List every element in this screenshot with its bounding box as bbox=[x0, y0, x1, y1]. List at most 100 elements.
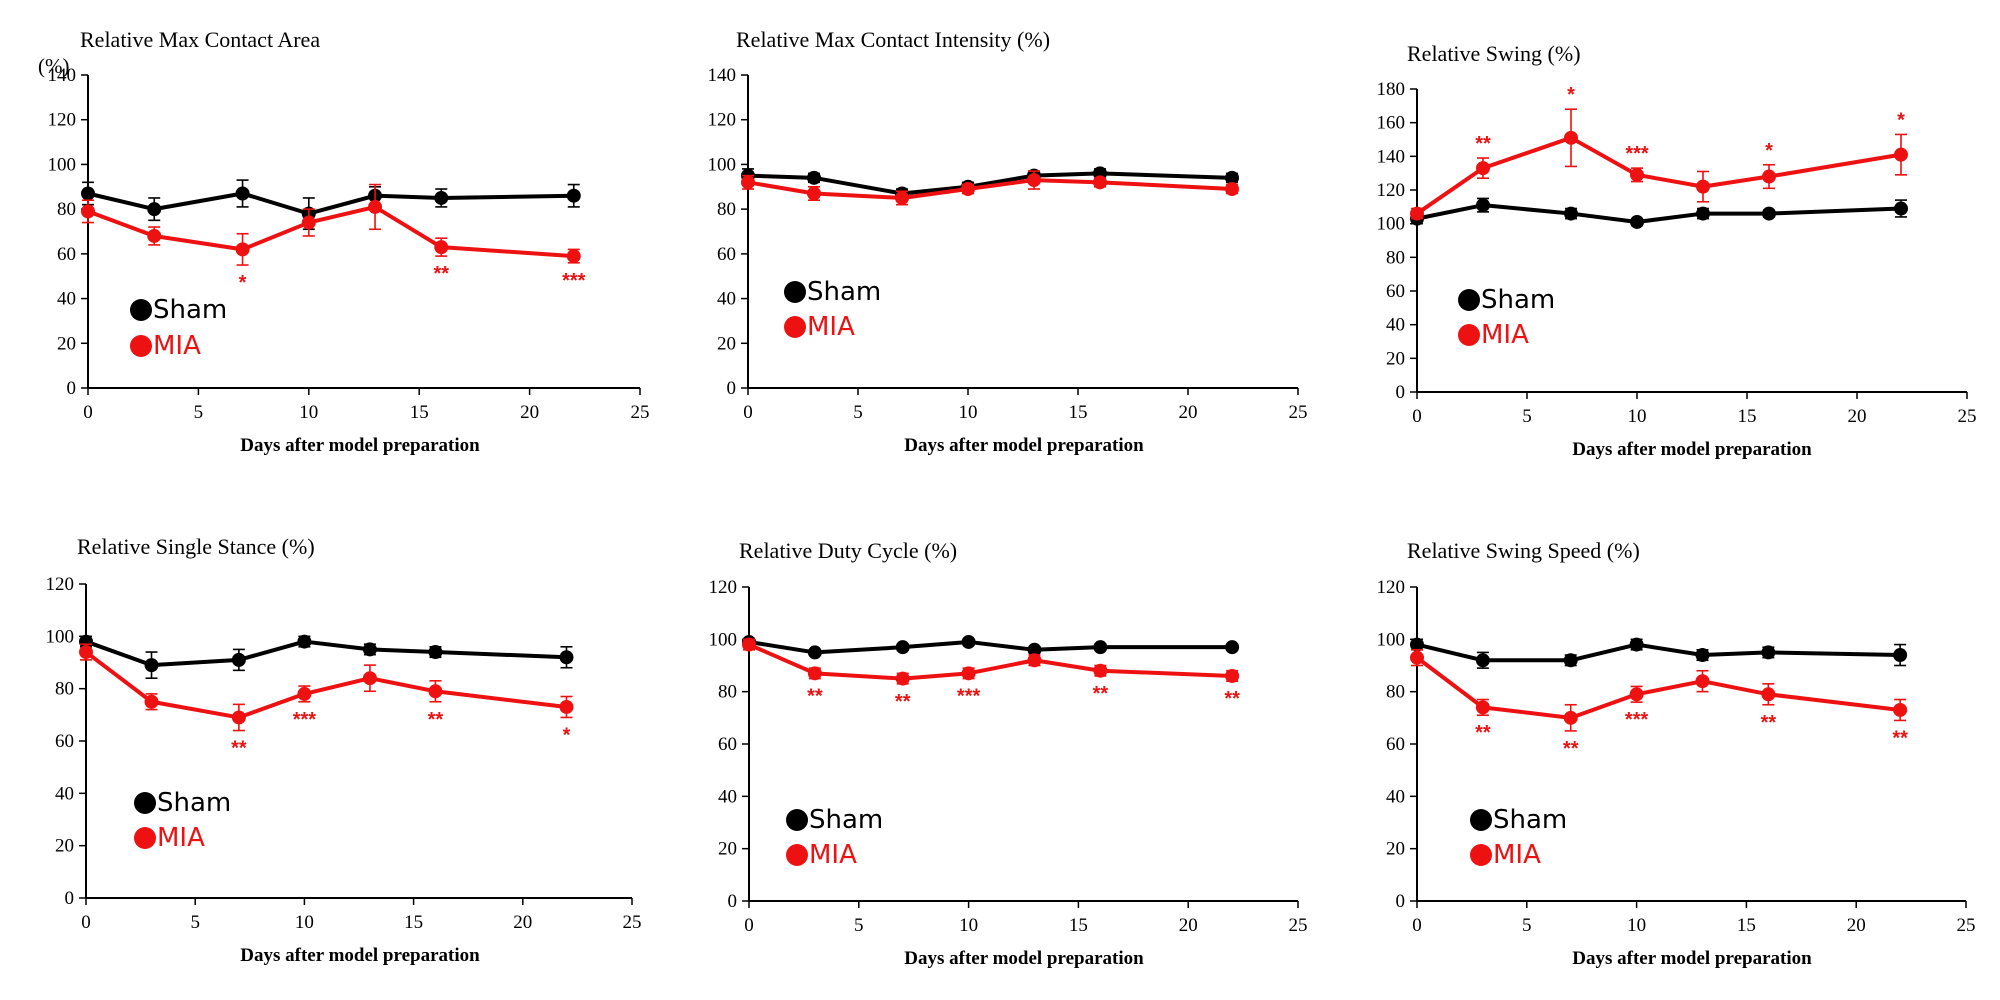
significance-label: ** bbox=[1475, 722, 1491, 744]
legend-label-sham: Sham bbox=[809, 805, 883, 835]
x-axis-label: Days after model preparation bbox=[240, 435, 480, 456]
series-line bbox=[85, 639, 567, 668]
data-point bbox=[741, 175, 755, 190]
data-point bbox=[297, 634, 312, 649]
series-sham bbox=[742, 634, 1240, 660]
chart-panel-2: Relative Max Contact Intensity (%) 0 20 40 6… bbox=[708, 27, 1308, 456]
data-point bbox=[1225, 668, 1240, 683]
significance-label: *** bbox=[1625, 143, 1649, 165]
y-tick-label: 100 bbox=[709, 629, 738, 650]
x-tick-label: 10 bbox=[299, 402, 318, 423]
data-point bbox=[1410, 637, 1424, 652]
y-tick-label: 120 bbox=[48, 110, 77, 131]
legend: Sham MIA bbox=[130, 295, 227, 361]
y-tick-label: 120 bbox=[46, 574, 75, 595]
y-tick-label: 80 bbox=[717, 199, 736, 220]
y-tick-label: 20 bbox=[57, 333, 76, 354]
y-tick-label: 60 bbox=[55, 731, 74, 752]
data-point bbox=[1225, 170, 1239, 185]
y-tick-label: 40 bbox=[717, 289, 736, 310]
chart-title: Relative Max Contact Area bbox=[80, 27, 320, 52]
x-tick-label: 0 bbox=[1412, 915, 1422, 936]
x-axis-label: Days after model preparation bbox=[904, 435, 1144, 456]
data-point bbox=[1093, 640, 1108, 655]
data-point bbox=[807, 186, 821, 201]
data-point bbox=[1410, 206, 1424, 221]
data-point bbox=[895, 640, 910, 655]
legend-label-sham: Sham bbox=[1493, 805, 1567, 835]
significance-label: ** bbox=[1224, 688, 1240, 710]
y-tick-label: 140 bbox=[1377, 146, 1406, 167]
data-point bbox=[1476, 161, 1490, 176]
series-mia: ******** bbox=[1410, 84, 1908, 221]
x-axis-label: Days after model preparation bbox=[240, 945, 480, 966]
series-sham bbox=[1410, 197, 1908, 229]
data-point bbox=[1629, 687, 1644, 702]
data-point bbox=[1696, 179, 1710, 194]
significance-label: * bbox=[1567, 84, 1575, 106]
data-point bbox=[1894, 201, 1908, 216]
x-tick-label: 15 bbox=[1737, 915, 1756, 936]
y-tick-label: 20 bbox=[718, 839, 737, 860]
data-point bbox=[807, 666, 822, 681]
legend-marker-mia bbox=[1458, 324, 1480, 346]
y-tick-label: 60 bbox=[717, 244, 736, 265]
y-tick-label: 0 bbox=[65, 888, 75, 909]
data-point bbox=[231, 652, 246, 667]
y-tick-label: 100 bbox=[48, 154, 77, 175]
y-tick-label: 20 bbox=[55, 836, 74, 857]
legend-marker-sham bbox=[1470, 809, 1492, 831]
data-point bbox=[1894, 147, 1908, 162]
x-axis-label: Days after model preparation bbox=[904, 948, 1144, 969]
series-mia: ******** bbox=[79, 643, 574, 760]
x-tick-label: 5 bbox=[854, 915, 864, 936]
x-tick-label: 20 bbox=[513, 912, 532, 933]
x-tick-label: 15 bbox=[1069, 915, 1088, 936]
significance-label: ** bbox=[895, 691, 911, 713]
data-point bbox=[301, 215, 316, 230]
legend-marker-mia bbox=[784, 316, 806, 338]
y-tick-label: 0 bbox=[728, 891, 738, 912]
legend-label-mia: MIA bbox=[153, 331, 201, 361]
data-point bbox=[362, 642, 377, 657]
legend-label-sham: Sham bbox=[807, 277, 881, 307]
data-point bbox=[144, 694, 159, 709]
legend-label-sham: Sham bbox=[153, 295, 227, 325]
x-tick-label: 25 bbox=[1289, 915, 1308, 936]
y-tick-label: 80 bbox=[1386, 682, 1405, 703]
data-point bbox=[1762, 206, 1776, 221]
significance-label: ** bbox=[1563, 738, 1579, 760]
data-point bbox=[428, 684, 443, 699]
significance-label: * bbox=[1897, 109, 1905, 131]
significance-label: ** bbox=[1892, 727, 1908, 749]
x-tick-label: 15 bbox=[1738, 406, 1757, 427]
y-tick-label: 120 bbox=[1377, 180, 1406, 201]
x-tick-label: 20 bbox=[1179, 915, 1198, 936]
data-point bbox=[1410, 650, 1424, 665]
significance-label: * bbox=[239, 272, 247, 294]
x-tick-label: 25 bbox=[1289, 402, 1308, 423]
y-tick-label: 20 bbox=[1386, 348, 1405, 369]
y-tick-label: 180 bbox=[1377, 79, 1406, 100]
legend: Sham MIA bbox=[784, 277, 881, 342]
legend-marker-mia bbox=[134, 827, 156, 849]
legend-marker-mia bbox=[130, 335, 152, 357]
data-point bbox=[807, 645, 822, 660]
data-point bbox=[1761, 687, 1776, 702]
data-point bbox=[1893, 702, 1908, 717]
series-sham bbox=[79, 634, 574, 680]
data-point bbox=[1695, 648, 1710, 663]
data-point bbox=[961, 182, 975, 197]
y-tick-label: 100 bbox=[708, 154, 737, 175]
data-point bbox=[1093, 175, 1107, 190]
legend-label-mia: MIA bbox=[1493, 840, 1541, 870]
y-axis-label: (%) bbox=[38, 54, 69, 78]
y-tick-label: 100 bbox=[1377, 629, 1406, 650]
data-point bbox=[144, 658, 159, 673]
data-point bbox=[566, 188, 581, 203]
data-point bbox=[1630, 167, 1644, 182]
x-tick-label: 0 bbox=[81, 912, 91, 933]
series-mia: *********** bbox=[742, 637, 1240, 713]
x-tick-label: 0 bbox=[744, 915, 754, 936]
